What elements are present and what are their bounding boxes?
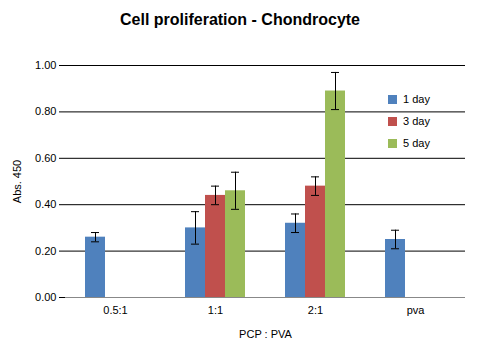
html-text:1 day: 1 day bbox=[403, 93, 430, 105]
svg-text:pva: pva bbox=[407, 304, 426, 316]
html-text:5 day: 5 day bbox=[403, 137, 430, 149]
svg-text:PCP : PVA: PCP : PVA bbox=[239, 328, 292, 340]
svg-text:2:1: 2:1 bbox=[308, 304, 323, 316]
svg-text:0.5:1: 0.5:1 bbox=[103, 304, 127, 316]
svg-text:0.20: 0.20 bbox=[35, 245, 56, 257]
svg-text:Abs. 450: Abs. 450 bbox=[11, 160, 23, 203]
svg-text:0.80: 0.80 bbox=[35, 105, 56, 117]
svg-text:1:1: 1:1 bbox=[208, 304, 223, 316]
html-text:3 day: 3 day bbox=[403, 115, 430, 127]
svg-text:0.40: 0.40 bbox=[35, 198, 56, 210]
svg-text:0.60: 0.60 bbox=[35, 152, 56, 164]
html-text:Cell proliferation - Chondrocy: Cell proliferation - Chondrocyte bbox=[120, 11, 360, 28]
svg-text:0.00: 0.00 bbox=[35, 291, 56, 303]
svg-text:1.00: 1.00 bbox=[35, 59, 56, 71]
